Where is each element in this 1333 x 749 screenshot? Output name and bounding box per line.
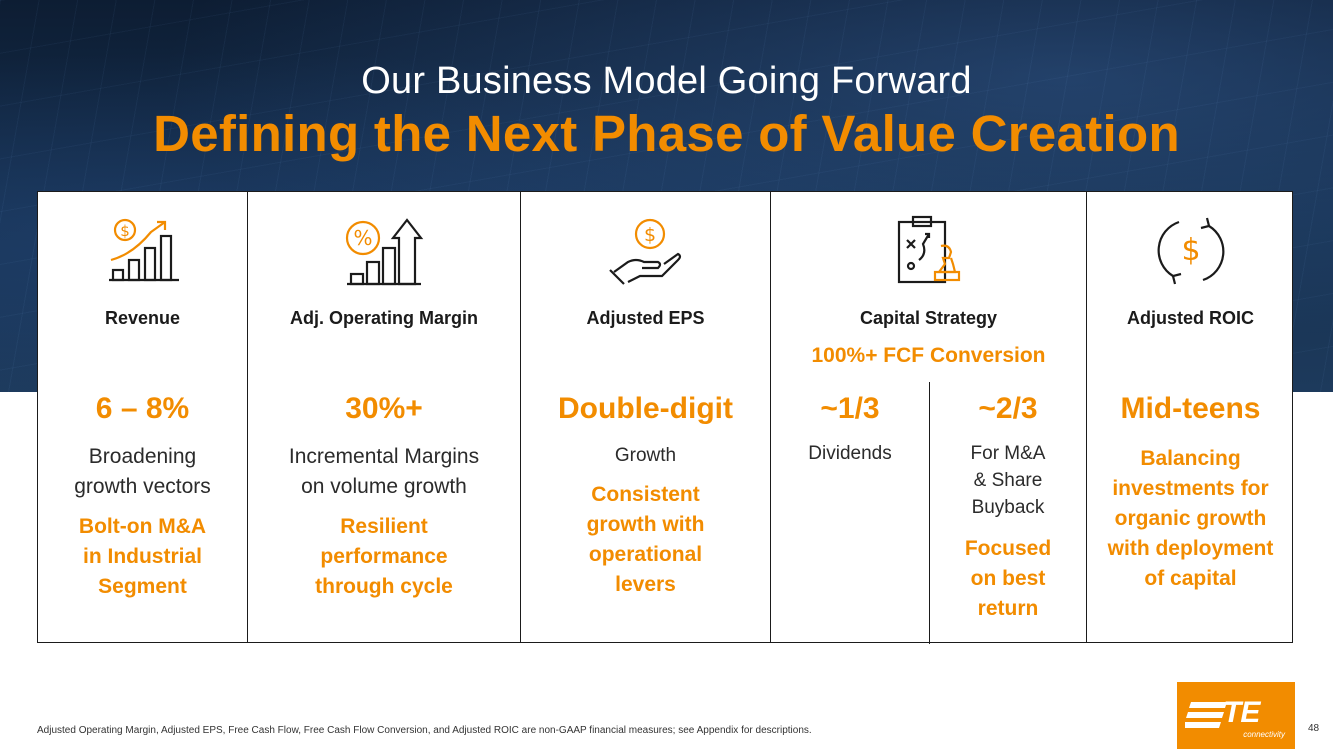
ma-description-line: Buyback: [971, 497, 1045, 518]
margin-highlight-line: Resilient: [340, 515, 428, 538]
revenue-highlight: Bolt-on M&A in Industrial Segment: [46, 512, 239, 602]
eps-highlight: Consistent growth with operational lever…: [529, 480, 762, 600]
dollar-hand-icon: $: [608, 218, 681, 285]
logo-text: TE: [1223, 696, 1260, 729]
logo-subtext: connectivity: [1243, 730, 1285, 739]
te-connectivity-logo: TE connectivity: [1177, 682, 1295, 749]
eps-highlight-line: growth with: [586, 513, 705, 536]
dividends-subcolumn: ~1/3 Dividends: [771, 192, 929, 642]
roic-highlight: Balancing investments for organic growth…: [1095, 444, 1286, 594]
ma-highlight-line: Focused: [964, 537, 1052, 560]
revenue-column: $ Revenue 6 – 8% Broadening growth vecto…: [38, 192, 248, 642]
revenue-highlight-line: in Industrial: [82, 545, 202, 568]
margin-value: 30%+: [345, 392, 423, 425]
margin-title: Adj. Operating Margin: [289, 308, 478, 328]
svg-text:$: $: [1181, 233, 1200, 268]
fcf-conversion: 100%+ FCF Conversion: [811, 344, 1046, 367]
eps-highlight-line: levers: [615, 573, 676, 596]
ma-value: ~2/3: [978, 392, 1038, 425]
revenue-highlight-line: Segment: [98, 575, 187, 598]
slide-subtitle: Our Business Model Going Forward: [361, 60, 972, 102]
margin-highlight: Resilient performance through cycle: [256, 512, 512, 602]
page-number: 48: [1308, 723, 1320, 734]
slide-title: Defining the Next Phase of Value Creatio…: [153, 105, 1180, 162]
eps-highlight-line: Consistent: [591, 483, 700, 506]
dividends-description: Dividends: [808, 443, 892, 464]
ma-highlight-line: return: [977, 597, 1039, 620]
roic-highlight-line: Balancing: [1140, 447, 1241, 470]
revenue-highlight-line: Bolt-on M&A: [78, 515, 207, 538]
eps-highlight-line: operational: [588, 543, 703, 566]
roic-highlight-line: with deployment: [1107, 537, 1274, 560]
dollar-cycle-icon: $: [1157, 217, 1224, 285]
ma-description-line: & Share: [973, 470, 1043, 491]
eps-value: Double-digit: [558, 392, 733, 425]
revenue-growth-chart-icon: $: [108, 218, 179, 282]
roic-title: Adjusted ROIC: [1126, 308, 1254, 328]
svg-text:%: %: [353, 226, 372, 250]
strategy-clipboard-chess-icon: [897, 215, 960, 284]
revenue-value: 6 – 8%: [95, 392, 190, 425]
roic-column: $ Adjusted ROIC Mid-teens Balancing inve…: [1087, 192, 1294, 642]
svg-text:$: $: [643, 224, 655, 246]
dividends-value: ~1/3: [820, 392, 880, 425]
ma-description: For M&A & Share Buyback: [937, 440, 1079, 521]
ma-highlight-line: on best: [970, 567, 1046, 590]
eps-column: $ Adjusted EPS Double-digit Growth Consi…: [521, 192, 771, 642]
percent-bar-chart-icon: %: [345, 218, 424, 286]
margin-description: Incremental Margins on volume growth: [256, 442, 512, 502]
revenue-description: Broadening growth vectors: [46, 442, 239, 502]
ma-description-line: For M&A: [970, 443, 1046, 464]
capital-title: Capital Strategy: [859, 308, 998, 328]
capital-sub-divider: [929, 382, 930, 644]
roic-value: Mid-teens: [1120, 392, 1261, 425]
margin-description-line: Incremental Margins: [288, 445, 480, 468]
eps-title: Adjusted EPS: [586, 308, 705, 328]
value-creation-panel: $ Revenue 6 – 8% Broadening growth vecto…: [37, 191, 1294, 644]
revenue-title: Revenue: [104, 308, 181, 328]
ma-subcolumn: ~2/3 For M&A & Share Buyback Focused on …: [929, 192, 1087, 642]
revenue-description-line: growth vectors: [74, 475, 211, 498]
capital-column: Capital Strategy 100%+ FCF Conversion ~1…: [771, 192, 1087, 644]
roic-highlight-line: of capital: [1144, 567, 1237, 590]
margin-highlight-line: performance: [320, 545, 448, 568]
footnote: Adjusted Operating Margin, Adjusted EPS,…: [37, 725, 812, 736]
logo-stripes-icon: [1185, 702, 1227, 728]
margin-highlight-line: through cycle: [315, 575, 453, 598]
revenue-description-line: Broadening: [88, 445, 197, 468]
ma-highlight: Focused on best return: [937, 534, 1079, 624]
svg-text:$: $: [120, 222, 130, 240]
margin-column: % Adj. Operating Margin 30%+ Incremental…: [248, 192, 521, 642]
margin-description-line: on volume growth: [301, 475, 467, 498]
roic-highlight-line: organic growth: [1114, 507, 1267, 530]
eps-description: Growth: [614, 445, 677, 466]
roic-highlight-line: investments for: [1112, 477, 1269, 500]
